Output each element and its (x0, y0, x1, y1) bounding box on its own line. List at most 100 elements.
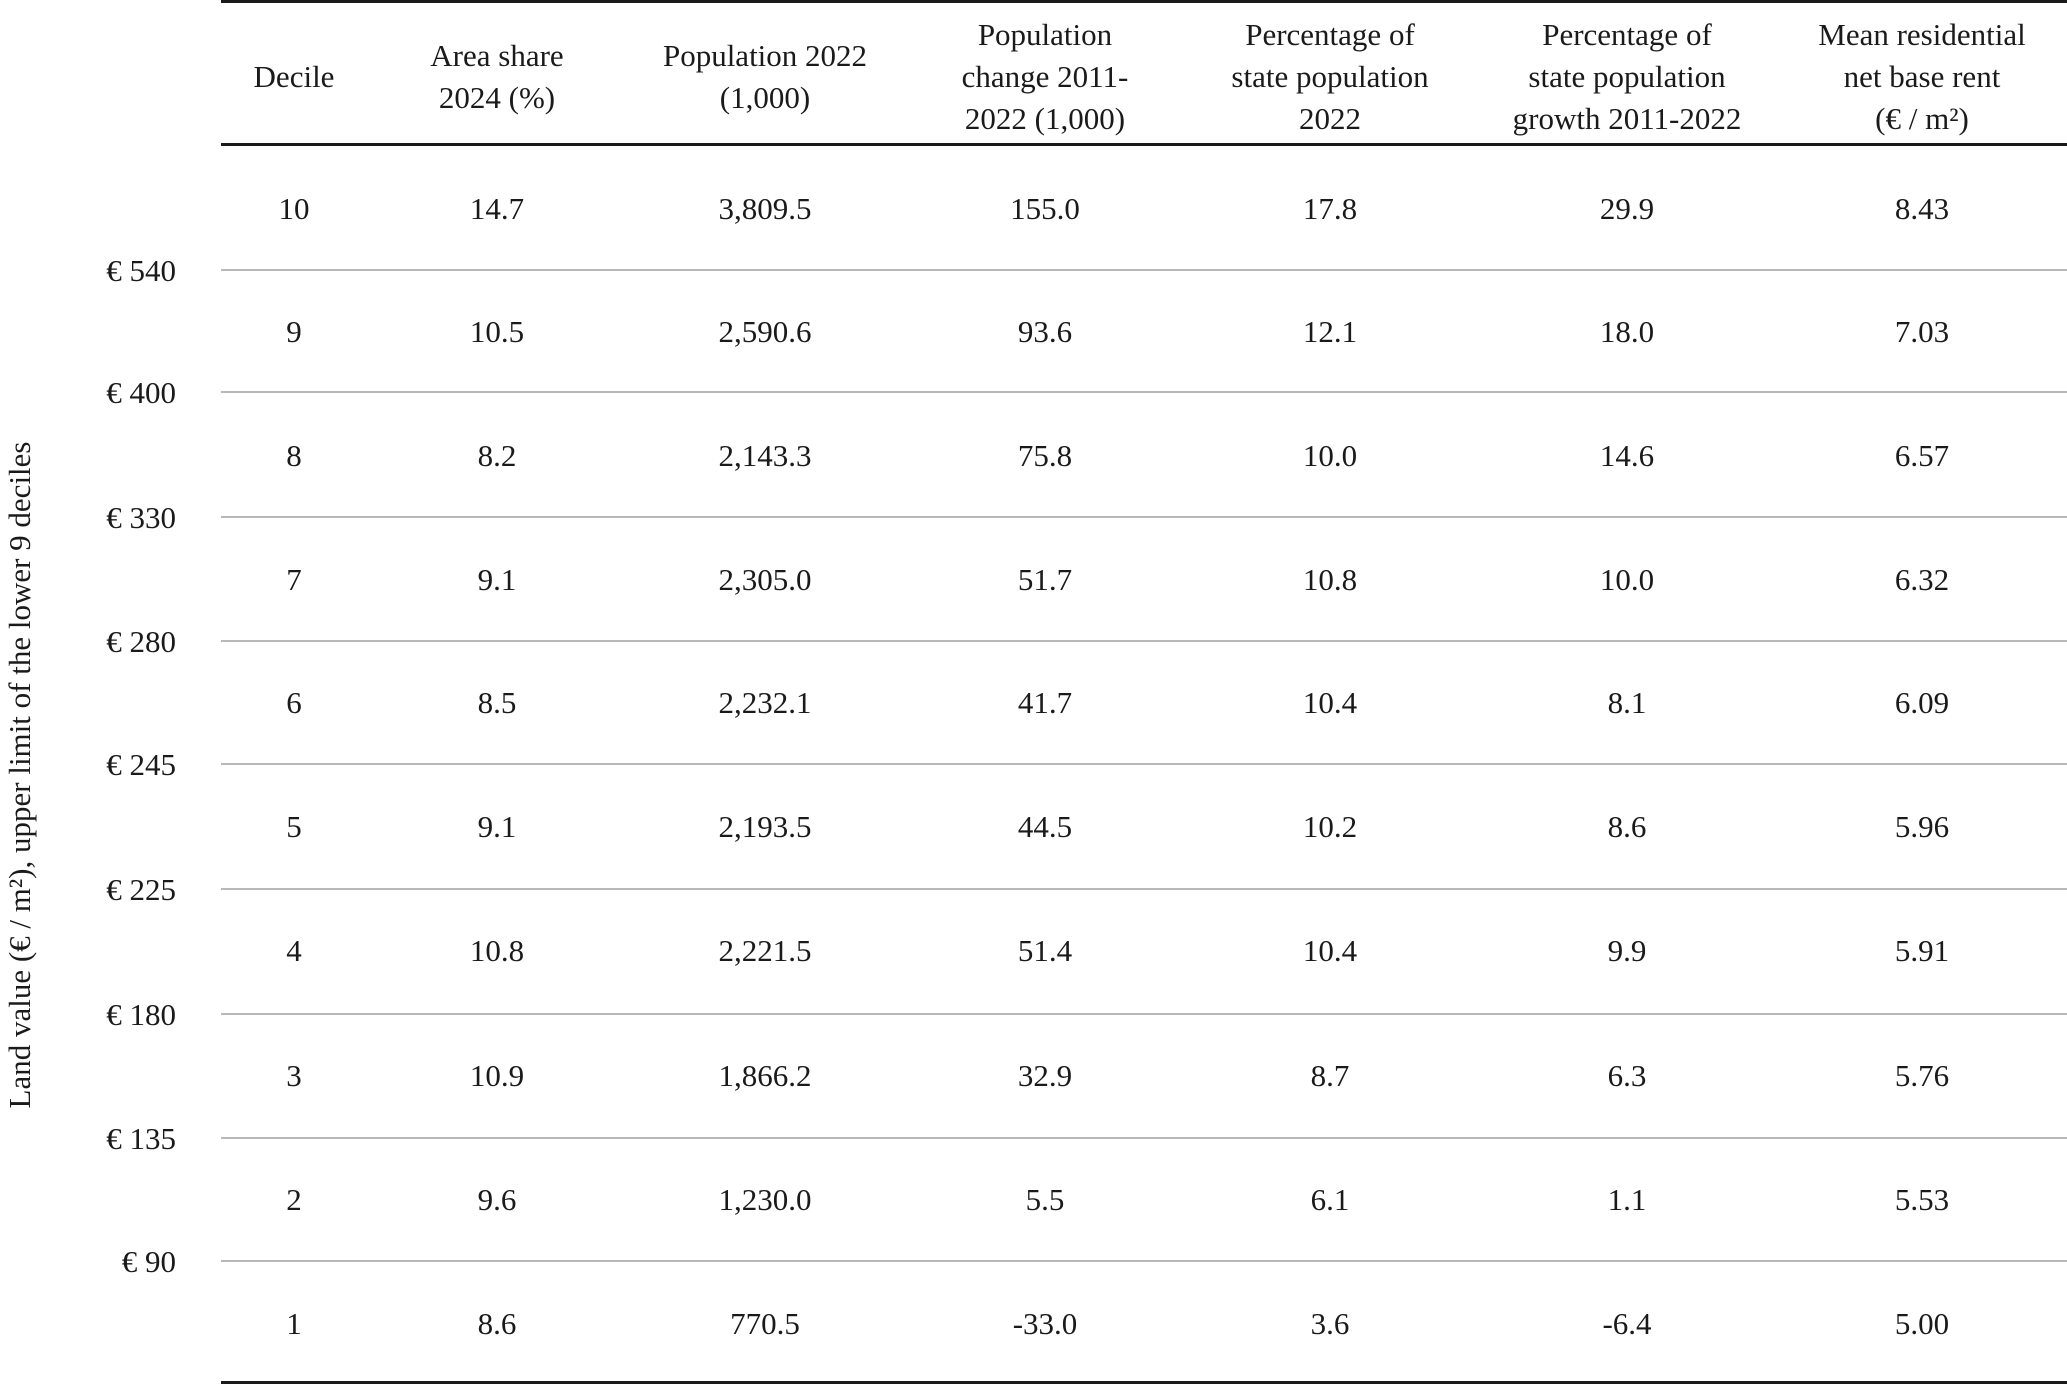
column-header-line: Population 2022 (662, 38, 868, 73)
top-rule (221, 0, 2067, 3)
header-rule (221, 143, 2067, 146)
boundary-label: € 540 (106, 253, 176, 288)
column-header: Percentage of state population 2022 (1180, 12, 1480, 142)
y-axis-title: Land value (€ / m²), upper limit of the … (2, 441, 37, 1109)
table-cell: 8.6 (477, 1306, 517, 1341)
table-cell: 5.00 (1894, 1306, 1950, 1341)
decile-cell: 4 (286, 933, 302, 968)
table-cell: 10.5 (469, 314, 525, 349)
table-cell: 29.9 (1599, 191, 1655, 226)
boundary-rule (221, 763, 2067, 765)
column-header-line: Area share (430, 38, 564, 73)
table-cell: 17.8 (1302, 191, 1358, 226)
table-cell: 9.1 (477, 809, 517, 844)
decile-cell: 1 (286, 1306, 302, 1341)
boundary-label: € 330 (106, 500, 176, 535)
column-header-line: growth 2011-2022 (1512, 101, 1742, 136)
table-cell: 51.7 (1017, 562, 1073, 597)
table-cell: 3.6 (1310, 1306, 1350, 1341)
table-cell: 6.3 (1607, 1058, 1647, 1093)
column-header-line: Percentage of (1245, 17, 1415, 52)
column-header-line: Population (977, 17, 1113, 52)
table-cell: -6.4 (1602, 1306, 1652, 1341)
table-cell: 8.6 (1607, 809, 1647, 844)
column-header: Percentage of state population growth 2011… (1467, 12, 1787, 142)
boundary-label: € 245 (106, 747, 176, 782)
table-cell: 9.9 (1607, 933, 1647, 968)
table-cell: 2,143.3 (718, 438, 812, 473)
table-cell: 5.96 (1894, 809, 1950, 844)
decile-cell: 6 (286, 685, 302, 720)
boundary-rule (221, 1260, 2067, 1262)
table-cell: 7.03 (1894, 314, 1950, 349)
boundary-rule (221, 640, 2067, 642)
table-cell: 2,305.0 (718, 562, 812, 597)
decile-cell: 10 (278, 191, 310, 226)
table-cell: 2,221.5 (718, 933, 812, 968)
table-cell: 10.8 (469, 933, 525, 968)
boundary-rule (221, 269, 2067, 271)
table-cell: 6.09 (1894, 685, 1950, 720)
decile-cell: 9 (286, 314, 302, 349)
column-header: Area share 2024 (%) (392, 12, 602, 142)
boundary-label: € 90 (121, 1244, 176, 1279)
decile-cell: 5 (286, 809, 302, 844)
column-header-line: state population (1528, 59, 1726, 94)
table-cell: 14.7 (469, 191, 525, 226)
table-cell: 44.5 (1017, 809, 1073, 844)
table-cell: 18.0 (1599, 314, 1655, 349)
column-header-line: net base rent (1843, 59, 2001, 94)
decile-cell: 7 (286, 562, 302, 597)
table-cell: 8.2 (477, 438, 517, 473)
column-header-line: (€ / m²) (1875, 101, 1969, 136)
table-cell: 5.53 (1894, 1182, 1950, 1217)
table-cell: 770.5 (730, 1306, 800, 1341)
table-cell: 155.0 (1010, 191, 1080, 226)
table-cell: 3,809.5 (718, 191, 812, 226)
table-cell: 6.57 (1894, 438, 1950, 473)
column-header-line: (1,000) (719, 80, 811, 115)
table-cell: 9.1 (477, 562, 517, 597)
boundary-rule (221, 391, 2067, 393)
table-cell: 10.0 (1302, 438, 1358, 473)
table-cell: 1,866.2 (718, 1058, 812, 1093)
boundary-label: € 180 (106, 997, 176, 1032)
column-header-line: state population (1231, 59, 1429, 94)
boundary-label: € 225 (106, 872, 176, 907)
column-header-line: 2022 (1,000) (964, 101, 1126, 136)
table-cell: 10.4 (1302, 933, 1358, 968)
bottom-rule (221, 1381, 2067, 1384)
column-header-line: change 2011- (961, 59, 1129, 94)
boundary-label: € 400 (106, 375, 176, 410)
table-cell: 5.76 (1894, 1058, 1950, 1093)
table-cell: -33.0 (1012, 1306, 1078, 1341)
table-cell: 8.1 (1607, 685, 1647, 720)
table-cell: 2,232.1 (718, 685, 812, 720)
table-cell: 8.43 (1894, 191, 1950, 226)
column-header-line: 2022 (1299, 101, 1361, 136)
column-header-line: Mean residential (1818, 17, 2026, 52)
boundary-rule (221, 1013, 2067, 1015)
column-header-line: Percentage of (1542, 17, 1712, 52)
table-cell: 14.6 (1599, 438, 1655, 473)
boundary-label: € 280 (106, 624, 176, 659)
table-cell: 51.4 (1017, 933, 1073, 968)
column-header: Population 2022 (1,000) (615, 12, 915, 142)
boundary-rule (221, 1137, 2067, 1139)
table-cell: 8.5 (477, 685, 517, 720)
table-cell: 12.1 (1302, 314, 1358, 349)
decile-cell: 3 (286, 1058, 302, 1093)
table-cell: 8.7 (1310, 1058, 1350, 1093)
decile-cell: 2 (286, 1182, 302, 1217)
table-cell: 10.9 (469, 1058, 525, 1093)
column-header: Population change 2011- 2022 (1,000) (915, 12, 1175, 142)
table-cell: 93.6 (1017, 314, 1073, 349)
column-header-line: 2024 (%) (438, 80, 556, 115)
table-cell: 6.1 (1310, 1182, 1350, 1217)
table-cell: 10.0 (1599, 562, 1655, 597)
boundary-label: € 135 (106, 1121, 176, 1156)
table-cell: 1.1 (1607, 1182, 1647, 1217)
table-cell: 10.8 (1302, 562, 1358, 597)
table-cell: 6.32 (1894, 562, 1950, 597)
decile-cell: 8 (286, 438, 302, 473)
